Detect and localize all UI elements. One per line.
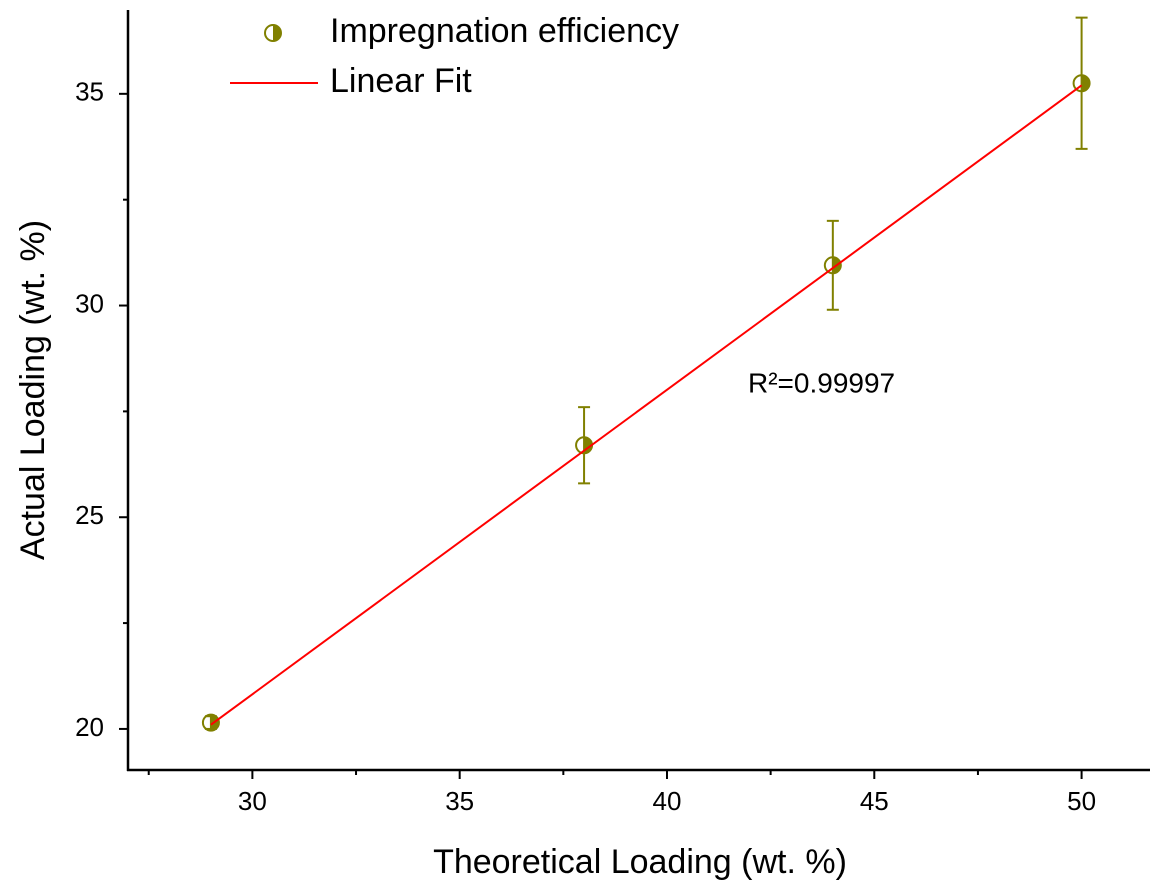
marker (823, 256, 842, 275)
marker (1072, 74, 1091, 93)
legend-label: Impregnation efficiency (330, 12, 679, 50)
marker (201, 713, 220, 732)
y-tick-label: 35 (75, 77, 104, 107)
annotation: R²=0.99997 (748, 367, 895, 398)
legend-label: Linear Fit (330, 62, 472, 100)
x-tick-label: 35 (445, 786, 474, 816)
x-tick-label: 40 (653, 786, 682, 816)
x-axis-title: Theoretical Loading (wt. %) (433, 843, 847, 881)
x-tick-label: 50 (1067, 786, 1096, 816)
legend-marker (264, 24, 282, 42)
y-tick-label: 25 (75, 500, 104, 530)
x-tick-label: 45 (860, 786, 889, 816)
y-axis-title: Actual Loading (wt. %) (14, 220, 52, 560)
y-tick-label: 30 (75, 288, 104, 318)
x-tick-label: 30 (238, 786, 267, 816)
y-tick-label: 20 (75, 712, 104, 742)
fit-line (210, 84, 1083, 726)
